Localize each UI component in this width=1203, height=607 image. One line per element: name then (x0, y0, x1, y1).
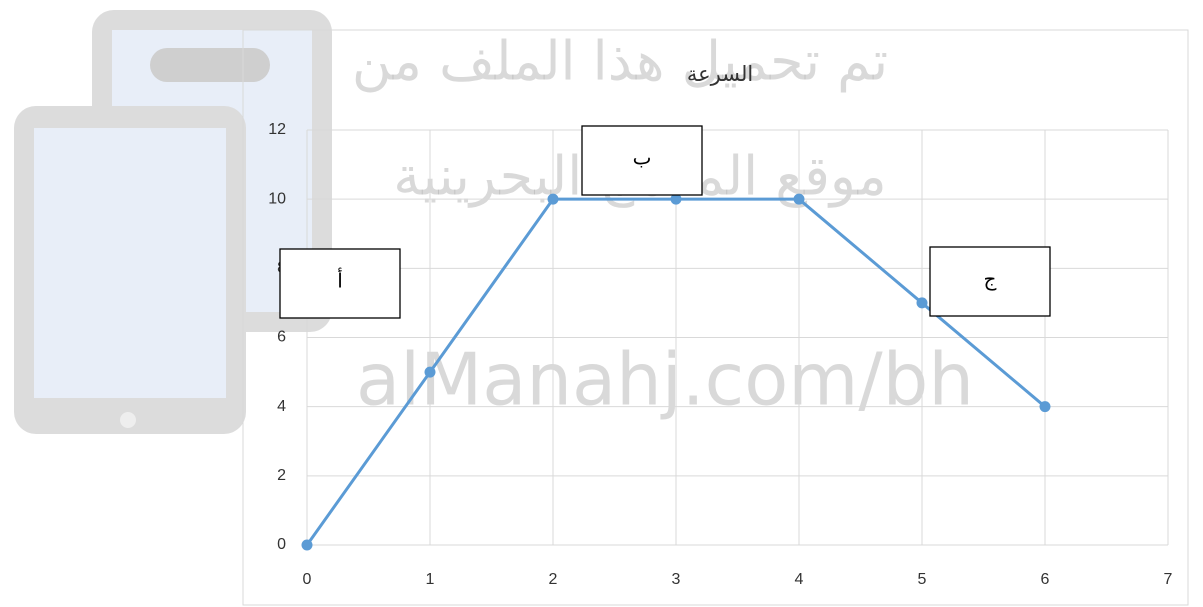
chart-border (242, 29, 1189, 606)
annotation: أ (337, 268, 343, 293)
x-tick-label: 7 (1164, 571, 1173, 588)
annotation-box (279, 248, 401, 319)
y-tick-label: 6 (277, 329, 286, 346)
x-tick-label: 1 (426, 571, 435, 588)
annotation: ج (984, 267, 997, 291)
marker (547, 193, 559, 205)
marker (793, 193, 805, 205)
marker (301, 539, 313, 551)
watermark-icon (14, 10, 332, 434)
annotation-box (581, 125, 703, 196)
x-tick-label: 2 (549, 571, 558, 588)
marker (424, 366, 436, 378)
x-tick-label: 5 (918, 571, 927, 588)
x-tick-label: 0 (303, 571, 312, 588)
annotation-box (929, 246, 1051, 317)
y-tick-label: 2 (277, 467, 286, 484)
chart-title: السرعة (687, 62, 753, 86)
y-tick-label: 4 (277, 398, 286, 415)
x-tick-label: 6 (1041, 571, 1050, 588)
watermark-text: alManahj.com/bh (356, 338, 974, 422)
annotation: ب (633, 146, 652, 170)
watermark-text: تم تحميل هذا الملف من (352, 30, 888, 93)
marker (916, 297, 928, 309)
x-tick-label: 3 (672, 571, 681, 588)
y-tick-label: 10 (268, 190, 286, 207)
marker (1039, 401, 1051, 413)
y-tick-label: 0 (277, 536, 286, 553)
y-tick-label: 12 (268, 121, 286, 138)
marker (670, 193, 682, 205)
x-tick-label: 4 (795, 571, 804, 588)
